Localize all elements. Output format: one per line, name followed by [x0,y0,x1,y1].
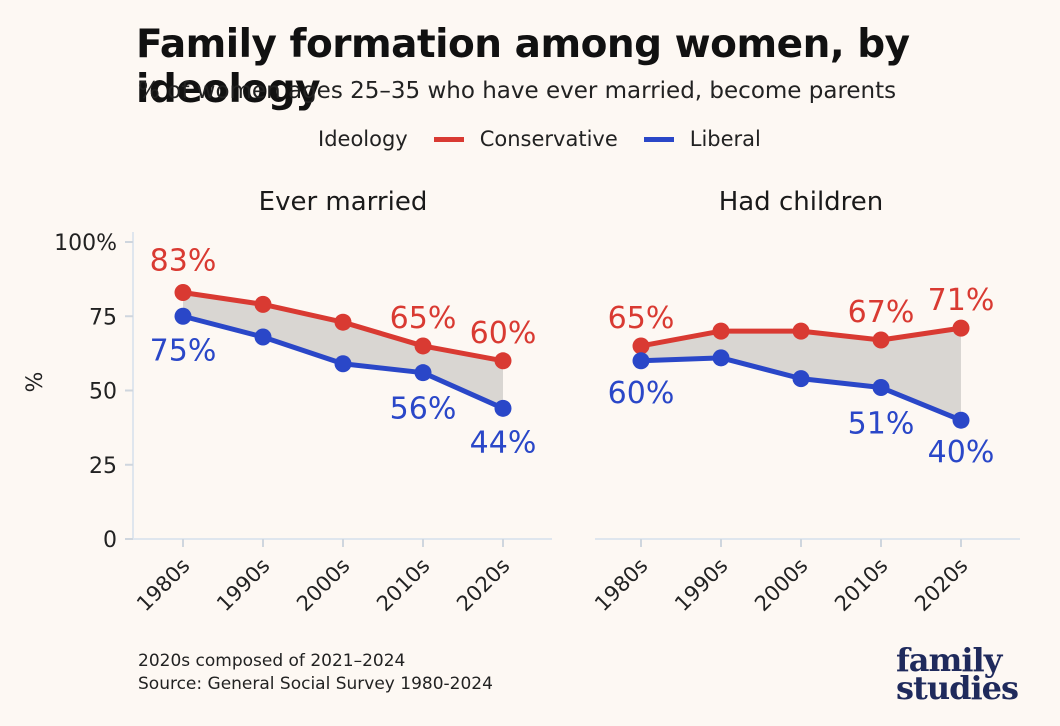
footnote-source: Source: General Social Survey 1980-2024 [138,674,493,694]
x-tick-label: 2010s [830,554,893,617]
x-tick-label: 1980s [590,554,653,617]
data-label-conservative: 65% [608,301,675,336]
data-label-conservative: 83% [150,243,217,278]
legend: Ideology Conservative Liberal [318,127,761,151]
point-liberal [254,328,272,346]
legend-label-liberal: Liberal [689,127,761,151]
point-conservative [872,331,890,349]
x-tick-label: 2000s [750,554,813,617]
y-axis-label: % [23,372,48,393]
data-label-liberal: 75% [150,333,217,368]
legend-title: Ideology [318,127,408,151]
data-label-liberal: 40% [928,435,995,470]
x-tick-label: 2010s [372,554,435,617]
point-liberal [712,349,730,367]
x-tick-label: 2020s [910,554,973,617]
x-tick-label: 1990s [670,554,733,617]
y-tick-label: 0 [103,528,117,553]
data-label-liberal: 56% [390,392,457,427]
logo-line-2: studies [896,669,1019,707]
point-conservative [712,322,730,340]
point-liberal [632,352,650,370]
point-liberal [792,370,810,388]
data-label-liberal: 60% [608,376,675,411]
chart-subtitle: % of women ages 25–35 who have ever marr… [138,78,897,104]
y-tick-label: 25 [89,454,117,479]
logo-line-1: family [896,641,1002,679]
point-liberal [952,411,970,429]
point-conservative [254,295,272,313]
chart-area: Ever married 0 25 50 75 100%% 1980s 1990s 2000s 2… [23,187,1020,616]
point-liberal [334,355,352,373]
point-conservative [632,337,650,355]
legend-swatch-liberal [643,136,674,142]
panel-0: Ever married 0 25 50 75 100%% 1980s 1990s 2000s 2… [23,187,552,616]
point-conservative [792,322,810,340]
y-tick-label: 100% [54,231,117,256]
point-liberal [174,307,192,325]
point-conservative [174,283,192,301]
point-liberal [414,364,432,382]
panel-title: Had children [719,187,884,217]
data-label-liberal: 44% [470,425,537,460]
point-conservative [952,319,970,337]
data-label-conservative: 60% [470,316,537,351]
legend-swatch-conservative [433,136,464,142]
chart-title: Family formation among women, by ideolog… [136,22,910,112]
point-conservative [494,352,512,370]
legend-label-conservative: Conservative [479,127,618,151]
point-conservative [414,337,432,355]
panel-title: Ever married [259,187,428,217]
point-liberal [494,399,512,417]
data-label-conservative: 71% [928,283,995,318]
point-liberal [872,379,890,397]
y-tick-label: 75 [89,305,117,330]
y-tick-label: 50 [89,380,117,405]
x-tick-label: 2020s [452,554,515,617]
footnote-composition: 2020s composed of 2021–2024 [138,651,406,671]
x-tick-label: 1990s [212,554,275,617]
data-label-conservative: 65% [390,301,457,336]
x-tick-label: 1980s [132,554,195,617]
footnote: 2020s composed of 2021–2024 Source: Gene… [138,650,493,696]
family-studies-logo: family studies [896,641,1019,707]
x-tick-label: 2000s [292,554,355,617]
panel-1: Had children 1980s 1990s 2000s 2010s 2020s 65%… [590,187,1020,616]
point-conservative [334,313,352,331]
data-label-liberal: 51% [848,407,915,442]
gap-area [183,292,503,409]
data-label-conservative: 67% [848,295,915,330]
